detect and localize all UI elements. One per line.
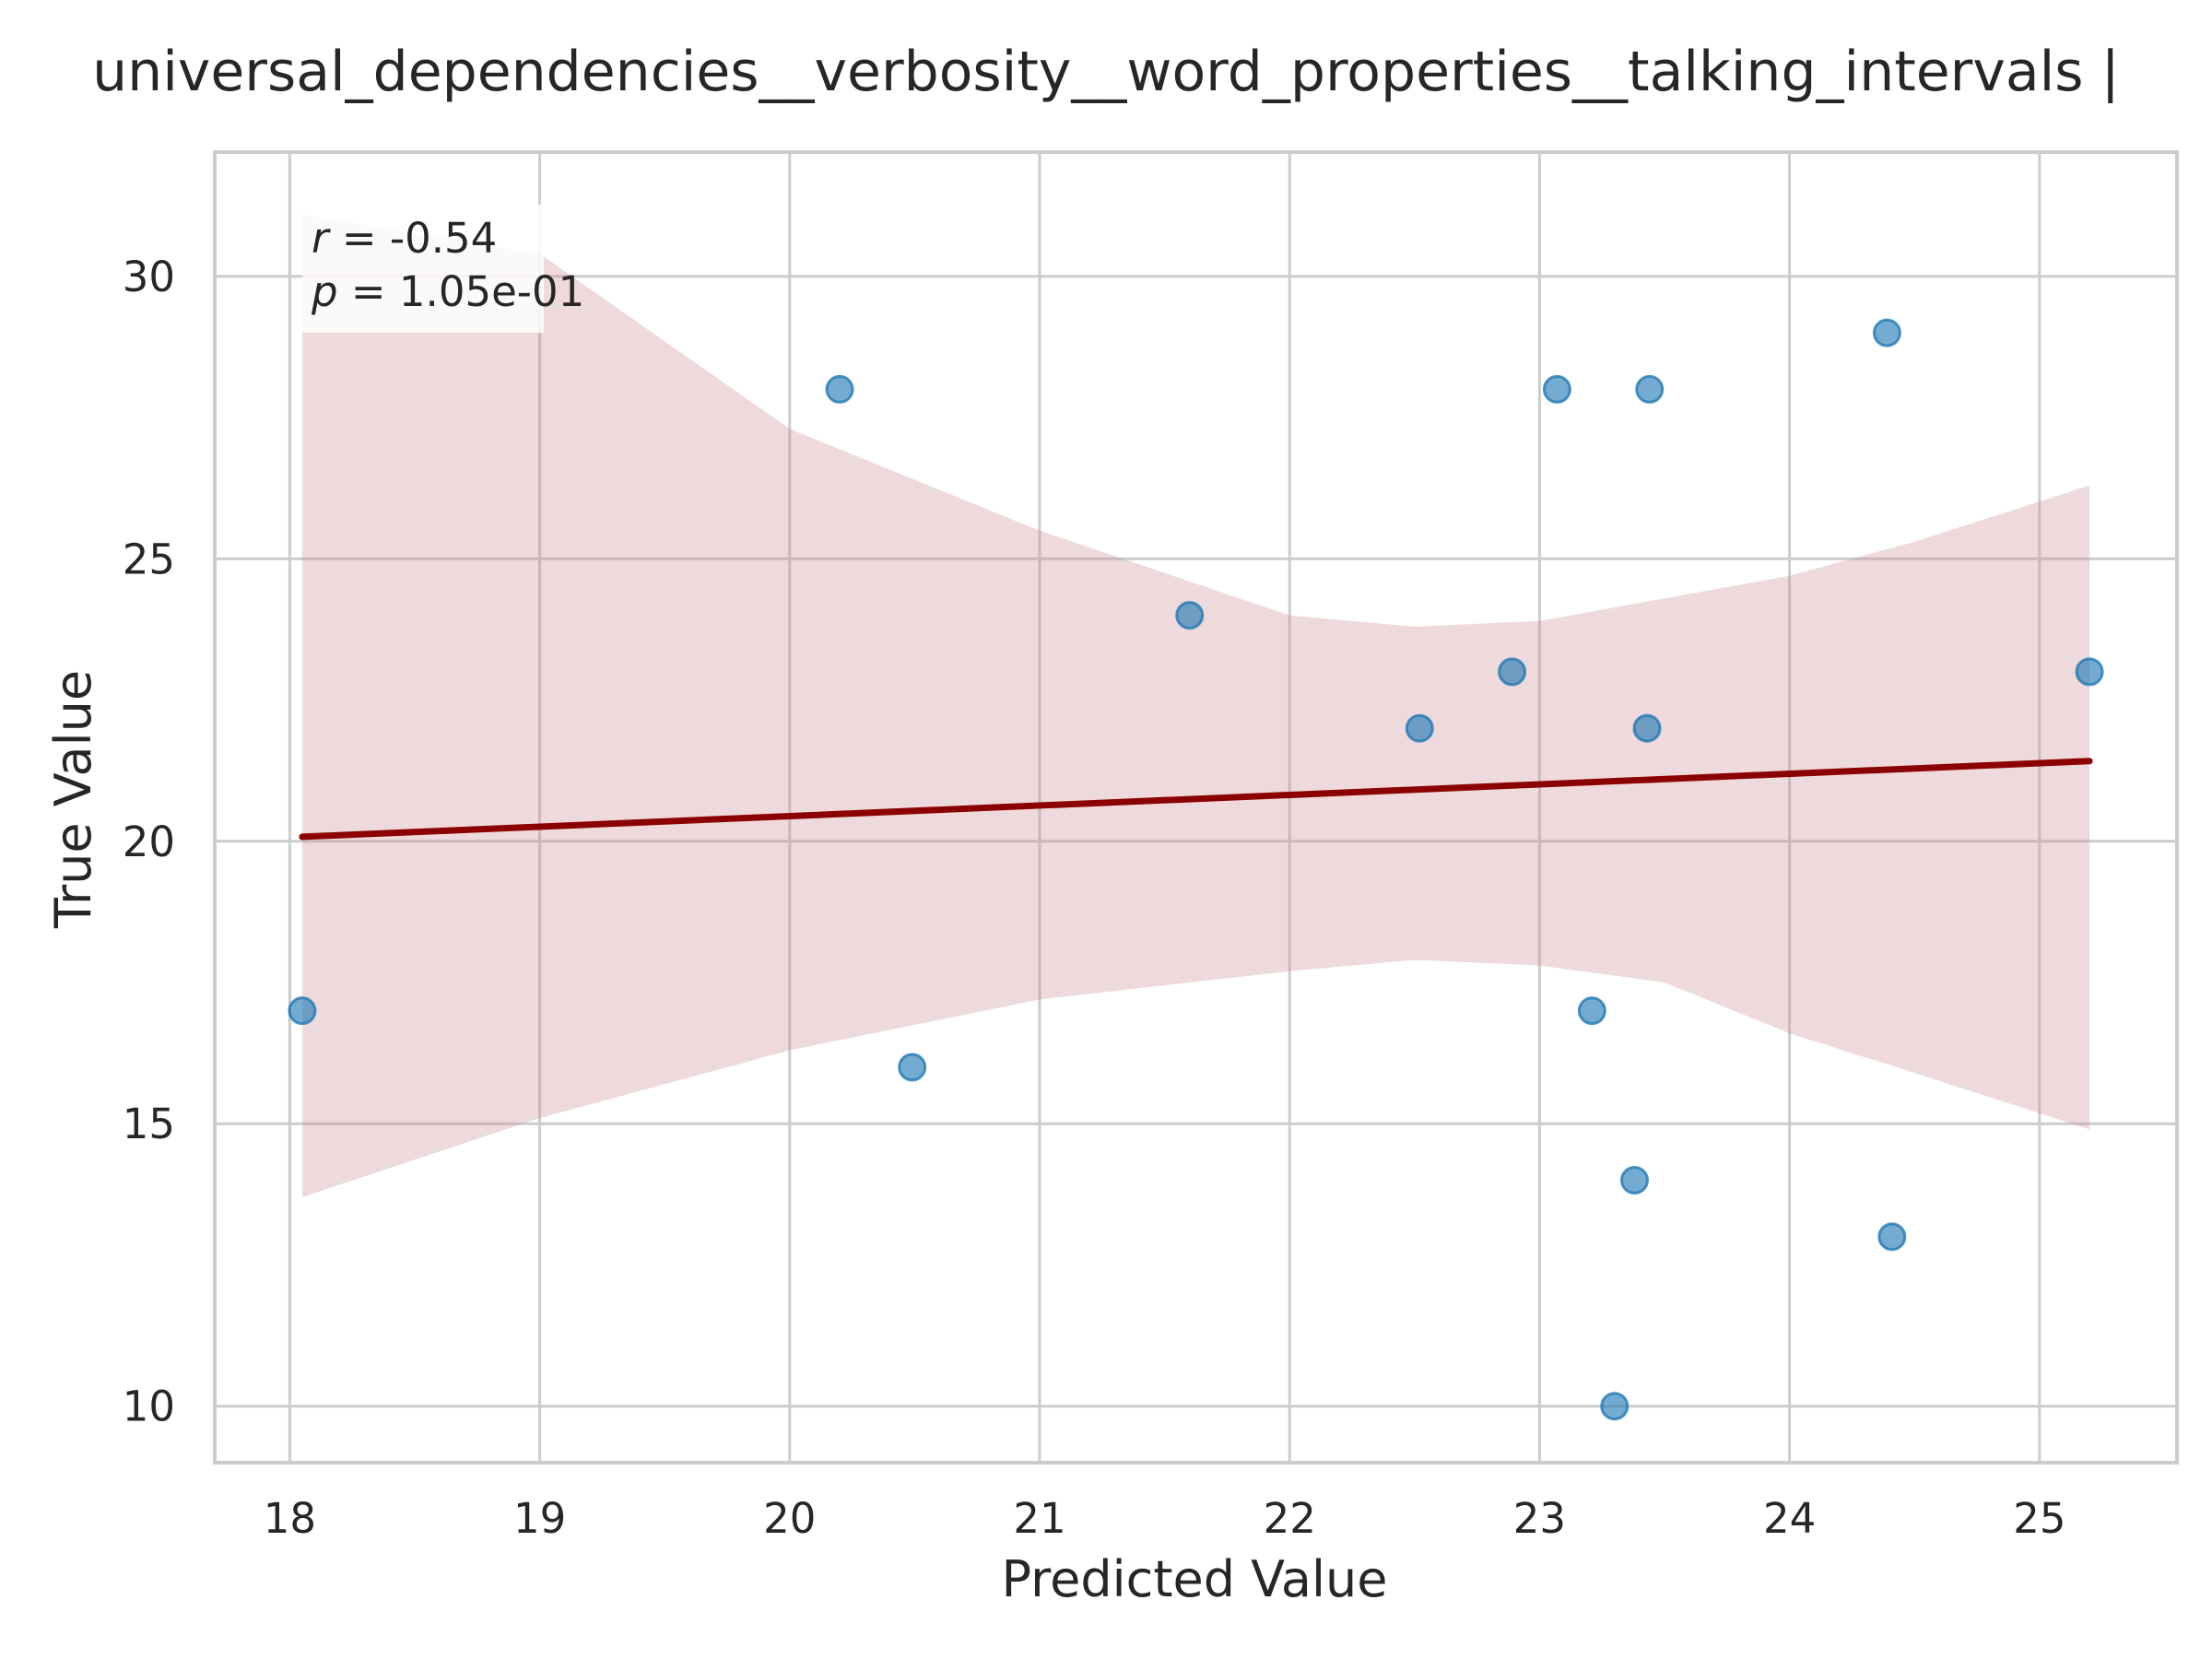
data-points: [288, 318, 2104, 1421]
y-tick-label: 30: [123, 253, 175, 301]
scatter-point: [898, 1053, 927, 1082]
scatter-point: [288, 996, 317, 1026]
x-tick-label: 24: [1763, 1494, 1816, 1543]
scatter-point: [2075, 657, 2104, 687]
grid-lines: [215, 152, 2177, 1463]
p-symbol: p: [311, 267, 338, 316]
scatter-point: [1175, 601, 1205, 630]
y-tick-label: 15: [123, 1100, 175, 1148]
scatter-point: [1498, 657, 1527, 687]
y-tick-label: 10: [123, 1382, 175, 1431]
correlation-stats: r = -0.54 p = 1.05e-01: [302, 205, 584, 333]
x-tick-label: 19: [513, 1494, 566, 1543]
x-tick-label: 20: [763, 1494, 816, 1543]
confidence-band: [301, 214, 2090, 1197]
plot-border: [213, 150, 2179, 1465]
scatter-point: [825, 374, 854, 404]
y-axis-label: True Value: [44, 670, 102, 929]
chart-title: universal_dependencies__verbosity__word_…: [92, 40, 2120, 104]
r-value: = -0.54: [329, 214, 498, 263]
scatter-point: [1405, 713, 1434, 743]
scatter-point: [1542, 374, 1571, 404]
p-value: = 1.05e-01: [338, 267, 585, 316]
x-tick-label: 23: [1513, 1494, 1566, 1543]
r-stat: r = -0.54: [312, 214, 497, 263]
scatter-point: [1577, 996, 1606, 1026]
tick-labels: 18 19 20 21 22 23 24 25 10 15 20 25 30: [123, 253, 2066, 1543]
x-tick-label: 21: [1013, 1494, 1065, 1543]
regression-line-layer: [299, 758, 2093, 841]
r-symbol: r: [312, 214, 331, 263]
x-tick-label: 18: [264, 1494, 316, 1543]
scatter-point: [1619, 1166, 1649, 1195]
x-tick-label: 25: [2013, 1494, 2065, 1543]
stats-background: [302, 205, 544, 333]
confidence-band-layer: [301, 214, 2090, 1197]
scatter-point: [1635, 374, 1665, 404]
regression-line: [299, 758, 2093, 841]
scatter-point: [1600, 1392, 1630, 1421]
x-tick-label: 22: [1264, 1494, 1316, 1543]
y-tick-label: 25: [123, 535, 175, 583]
y-tick-label: 20: [123, 818, 175, 866]
plot-frame: [213, 150, 2179, 1465]
scatter-point: [1632, 713, 1662, 743]
p-stat: p = 1.05e-01: [311, 267, 584, 316]
scatter-point: [1877, 1222, 1907, 1252]
x-axis-label: Predicted Value: [1002, 1550, 1388, 1608]
scatter-point: [1872, 318, 1901, 347]
plot-background: [215, 152, 2177, 1463]
